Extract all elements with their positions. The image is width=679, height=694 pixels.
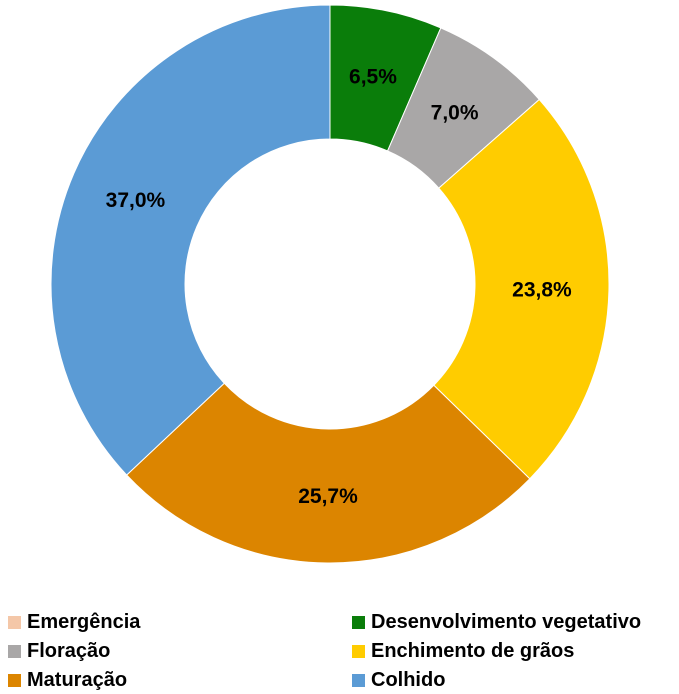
data-label-desenvolvimento-vegetativo: 6,5% bbox=[349, 65, 397, 88]
legend-swatch bbox=[8, 644, 21, 658]
legend-item-desenvolvimento-vegetativo: Desenvolvimento vegetativo bbox=[352, 610, 641, 634]
data-label-enchimento-de-graos: 23,8% bbox=[512, 278, 572, 301]
legend-label: Desenvolvimento vegetativo bbox=[371, 610, 642, 633]
data-label-colhido: 37,0% bbox=[106, 189, 166, 212]
data-label-floracao: 7,0% bbox=[431, 101, 479, 124]
slice-enchimento-de-graos bbox=[433, 98, 610, 480]
legend-label: Maturação bbox=[27, 668, 128, 691]
legend-label: Floração bbox=[27, 639, 111, 662]
legend-swatch bbox=[352, 615, 365, 629]
legend-item-enchimento-de-graos: Enchimento de grãos bbox=[352, 639, 574, 663]
legend-swatch bbox=[8, 673, 21, 687]
legend-swatch bbox=[8, 615, 21, 629]
legend-label: Emergência bbox=[27, 610, 141, 633]
legend-label: Enchimento de grãos bbox=[371, 639, 575, 662]
slice-maturacao bbox=[125, 382, 531, 564]
donut-chart: 6,5% 7,0% 23,8% 25,7% 37,0% bbox=[50, 4, 610, 564]
legend-label: Colhido bbox=[371, 668, 446, 691]
legend-swatch bbox=[352, 644, 365, 658]
data-label-maturacao: 25,7% bbox=[298, 485, 358, 508]
legend-swatch bbox=[352, 673, 365, 687]
legend-item-colhido: Colhido bbox=[352, 668, 445, 692]
legend-item-maturacao: Maturação bbox=[8, 668, 127, 692]
legend-item-emergencia: Emergência bbox=[8, 610, 140, 634]
legend-item-floracao: Floração bbox=[8, 639, 110, 663]
slice-colhido bbox=[50, 4, 331, 476]
